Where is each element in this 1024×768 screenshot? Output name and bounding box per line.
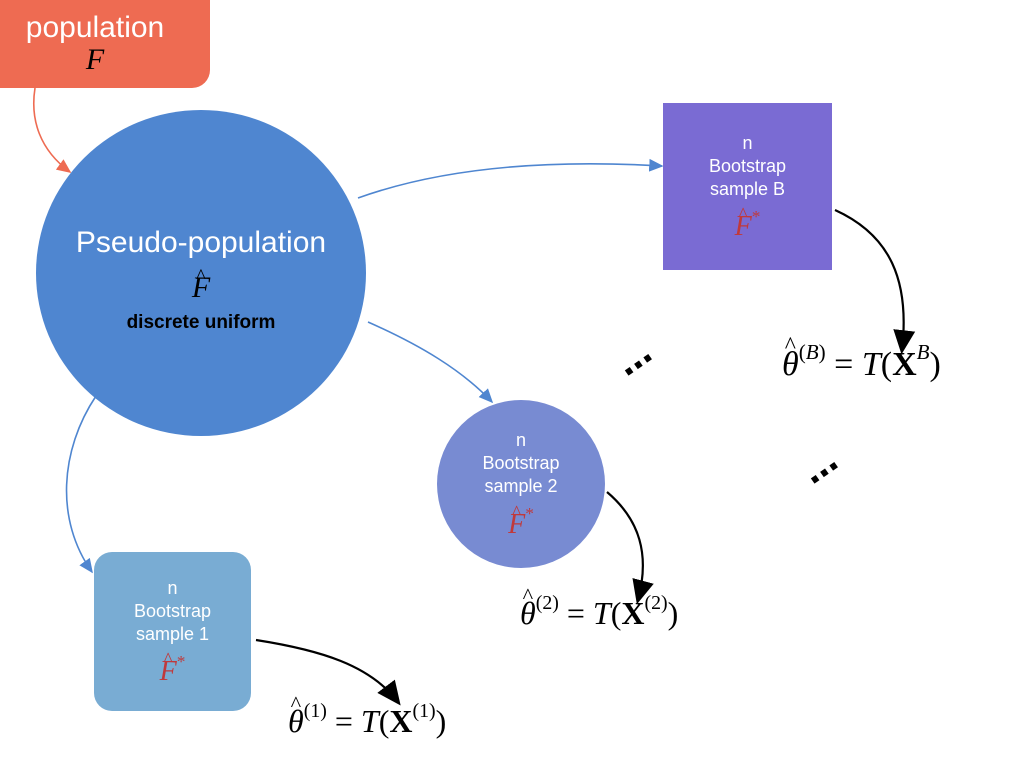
sample-2-line2: sample 2 — [484, 476, 558, 497]
pseudo-population-node: Pseudo-population F discrete uniform — [36, 110, 366, 436]
sample-1-n: n — [167, 577, 178, 598]
edge-population-to-pseudo — [32, 87, 72, 173]
edge-pseudo-to-sampleB — [357, 158, 664, 199]
sample-2-fstar: F* — [508, 500, 534, 538]
formula-b: θ(B) = T(XB) — [782, 340, 941, 384]
population-label: population — [25, 11, 165, 44]
pseudo-population-label: Pseudo-population — [75, 226, 327, 259]
edge-sample1-to-formula — [255, 638, 401, 706]
edge-pseudo-to-sample1 — [65, 395, 97, 574]
sample-b-line2: sample B — [709, 178, 786, 199]
bootstrap-sample-2: n Bootstrap sample 2 F* — [437, 400, 605, 568]
sample-b-n: n — [742, 132, 753, 153]
sample-1-fstar: F* — [160, 648, 186, 686]
f-hat: F — [192, 270, 210, 306]
edge-sample2-to-formula — [606, 491, 654, 605]
sample-1-line2: sample 1 — [135, 623, 210, 644]
edge-pseudo-to-sample2 — [367, 321, 494, 404]
population-node: population F — [0, 0, 210, 88]
sample-2-n: n — [515, 430, 526, 451]
sample-1-line1: Bootstrap — [133, 600, 212, 621]
sample-b-line1: Bootstrap — [708, 155, 787, 176]
pseudo-population-sub: discrete uniform — [126, 312, 276, 333]
bootstrap-sample-b: n Bootstrap sample B F* — [663, 103, 832, 270]
pseudo-population-symbol: F — [192, 270, 210, 306]
edge-sampleB-to-formula — [834, 208, 916, 355]
bootstrap-sample-1: n Bootstrap sample 1 F* — [94, 552, 251, 711]
sample-2-line1: Bootstrap — [482, 453, 560, 474]
population-symbol: F — [85, 43, 105, 76]
formula-1: θ(1) = T(X(1)) — [288, 700, 446, 740]
sample-b-fstar: F* — [735, 203, 761, 241]
formula-2: θ(2) = T(X(2)) — [520, 592, 678, 632]
